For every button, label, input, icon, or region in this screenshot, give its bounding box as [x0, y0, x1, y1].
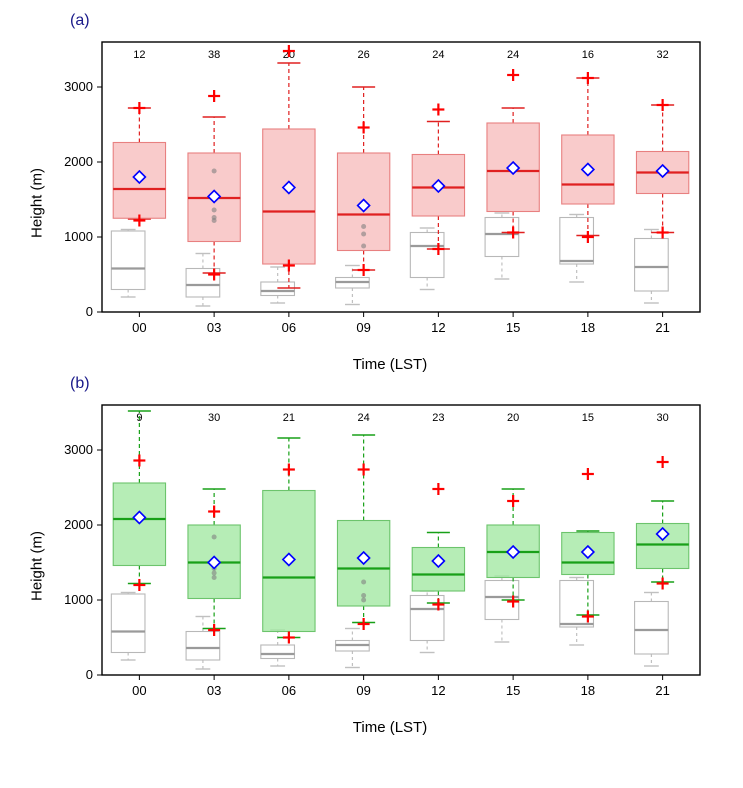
svg-text:24: 24 — [507, 49, 519, 61]
boxplot-a: 0100020003000000306091215182112382026242… — [50, 32, 710, 352]
svg-text:09: 09 — [356, 683, 370, 698]
svg-text:32: 32 — [657, 49, 669, 61]
svg-text:0: 0 — [86, 304, 93, 319]
panel-label-a: (a) — [0, 12, 743, 30]
svg-text:09: 09 — [356, 320, 370, 335]
svg-text:15: 15 — [506, 683, 520, 698]
svg-text:16: 16 — [582, 49, 594, 61]
svg-text:26: 26 — [358, 49, 370, 61]
svg-text:12: 12 — [431, 683, 445, 698]
chart-b: Height (m) 01000200030000003060912151821… — [50, 395, 730, 736]
svg-text:21: 21 — [655, 320, 669, 335]
svg-text:18: 18 — [581, 683, 595, 698]
svg-text:03: 03 — [207, 320, 221, 335]
svg-text:24: 24 — [358, 412, 370, 424]
svg-text:1000: 1000 — [64, 592, 93, 607]
svg-text:03: 03 — [207, 683, 221, 698]
svg-text:23: 23 — [432, 412, 444, 424]
svg-text:1000: 1000 — [64, 229, 93, 244]
panel-label-b: (b) — [0, 375, 743, 393]
x-axis-label: Time (LST) — [50, 356, 730, 373]
svg-text:20: 20 — [507, 412, 519, 424]
svg-text:0: 0 — [86, 667, 93, 682]
svg-text:12: 12 — [133, 49, 145, 61]
svg-text:00: 00 — [132, 320, 146, 335]
svg-text:2000: 2000 — [64, 517, 93, 532]
svg-text:15: 15 — [506, 320, 520, 335]
svg-text:06: 06 — [282, 320, 296, 335]
svg-text:3000: 3000 — [64, 79, 93, 94]
svg-text:06: 06 — [282, 683, 296, 698]
svg-text:21: 21 — [283, 412, 295, 424]
svg-text:3000: 3000 — [64, 442, 93, 457]
svg-text:18: 18 — [581, 320, 595, 335]
svg-text:00: 00 — [132, 683, 146, 698]
y-axis-label: Height (m) — [29, 167, 46, 237]
svg-text:24: 24 — [432, 49, 444, 61]
svg-text:12: 12 — [431, 320, 445, 335]
svg-text:30: 30 — [657, 412, 669, 424]
boxplot-b: 0100020003000000306091215182193021242320… — [50, 395, 710, 715]
y-axis-label: Height (m) — [29, 530, 46, 600]
svg-text:38: 38 — [208, 49, 220, 61]
svg-text:30: 30 — [208, 412, 220, 424]
chart-a: Height (m) 01000200030000003060912151821… — [50, 32, 730, 373]
x-axis-label: Time (LST) — [50, 719, 730, 736]
svg-text:15: 15 — [582, 412, 594, 424]
figure: (a) Height (m) 0100020003000000306091215… — [0, 0, 743, 736]
svg-text:2000: 2000 — [64, 154, 93, 169]
svg-text:21: 21 — [655, 683, 669, 698]
